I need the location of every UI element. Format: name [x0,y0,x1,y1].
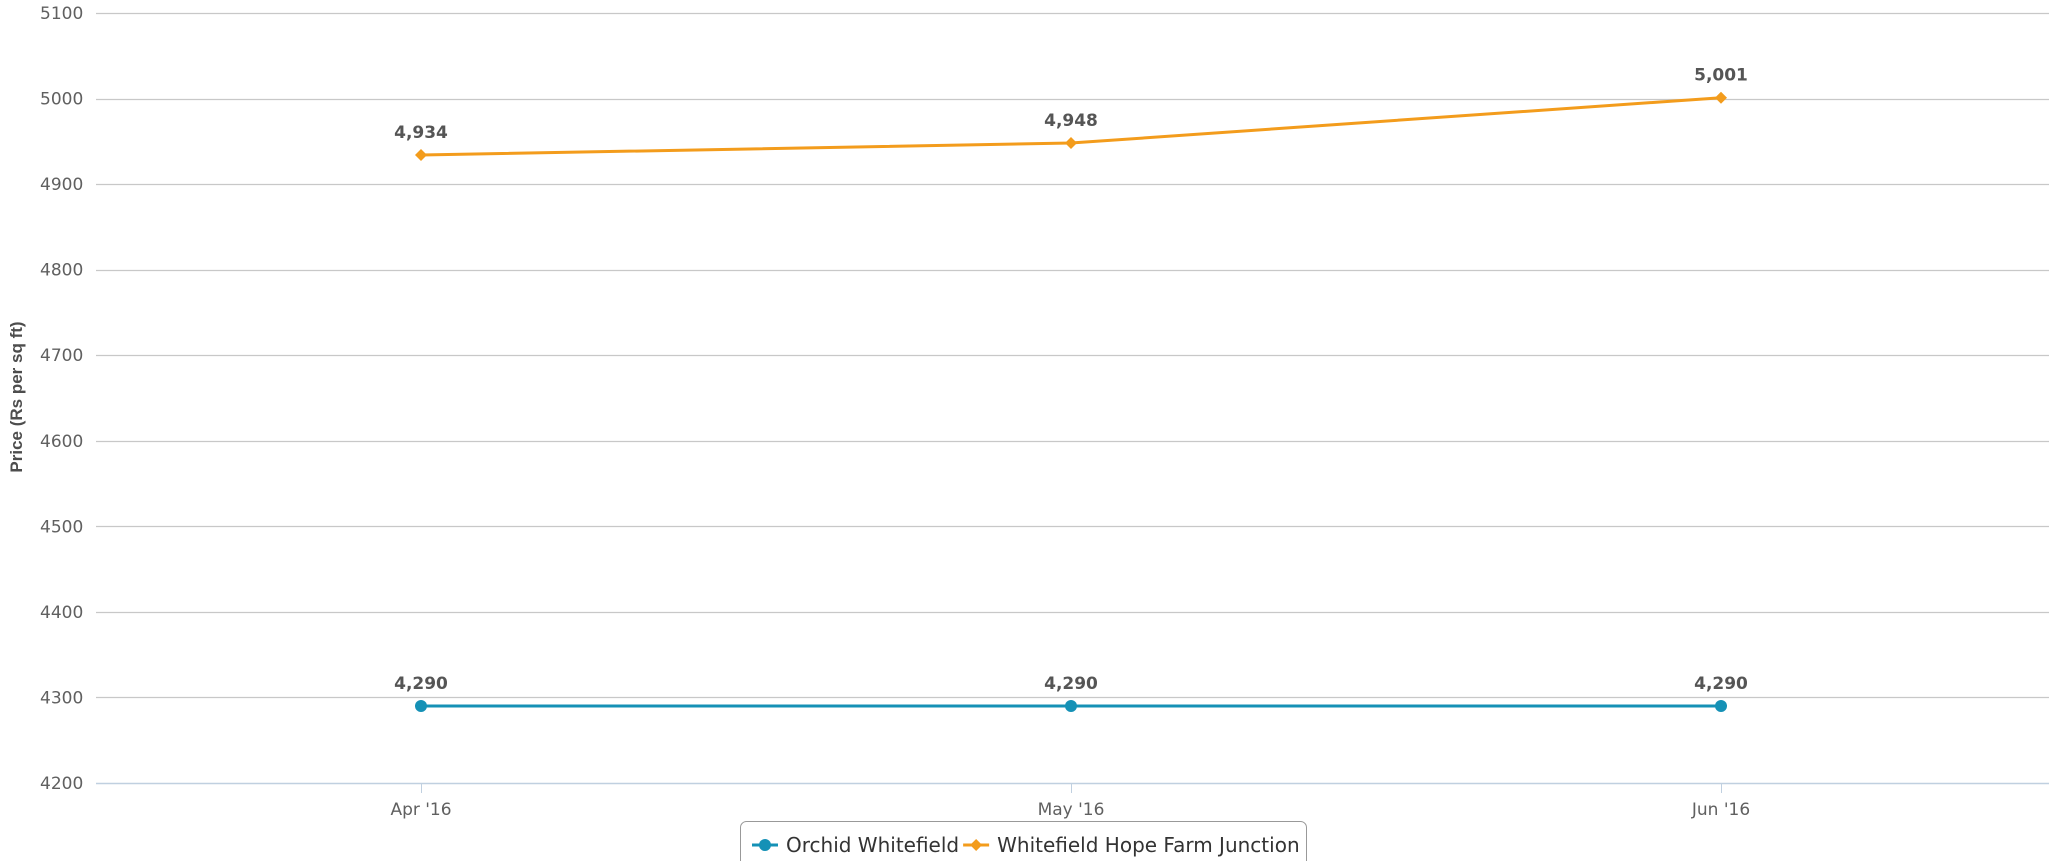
legend-marker [970,839,983,851]
data-label: 4,290 [1694,674,1748,694]
y-tick-label: 5100 [40,4,83,24]
y-tick-label: 5000 [40,90,83,110]
data-labels: 4,290 4,290 4,290 4,934 4,948 5,001 [394,66,1748,694]
y-tick-label: 4200 [40,774,83,794]
legend-label: Orchid Whitefield [786,833,959,857]
legend-label: Whitefield Hope Farm Junction [997,833,1300,857]
data-point [1715,700,1727,712]
grid-lines [96,12,2049,785]
x-tick-label: Apr '16 [390,800,451,820]
legend: Orchid Whitefield Whitefield Hope Farm Ju… [740,821,1307,861]
legend-item: Whitefield Hope Farm Junction [963,833,1300,857]
y-tick-label: 4500 [40,517,83,537]
y-tick-label: 4300 [40,688,83,708]
data-point [415,149,427,162]
legend-box [740,821,1307,861]
data-label: 4,948 [1044,111,1098,131]
data-point [1065,700,1077,712]
y-tick-label: 4600 [40,432,83,452]
data-label: 4,290 [394,674,448,694]
data-label: 4,934 [394,123,448,143]
x-tick-label: Jun '16 [1691,800,1750,820]
y-tick-label: 4700 [40,346,83,366]
series-layer [415,91,1727,712]
y-tick-label: 4400 [40,603,83,623]
legend-marker [759,839,771,851]
y-axis-ticks: 4200 4300 4400 4500 4600 4700 4800 4900 5000 5100 [40,4,83,794]
x-axis-ticks: Apr '16 May '16 Jun '16 [390,783,1750,820]
y-tick-label: 4800 [40,261,83,281]
data-point [1715,91,1727,104]
y-tick-label: 4900 [40,175,83,195]
data-label: 5,001 [1694,66,1748,86]
data-point [415,700,427,712]
y-axis-title: Price (Rs per sq ft) [7,321,26,472]
legend-item: Orchid Whitefield [752,833,959,857]
data-point [1065,137,1077,150]
data-label: 4,290 [1044,674,1098,694]
x-tick-label: May '16 [1038,800,1105,820]
